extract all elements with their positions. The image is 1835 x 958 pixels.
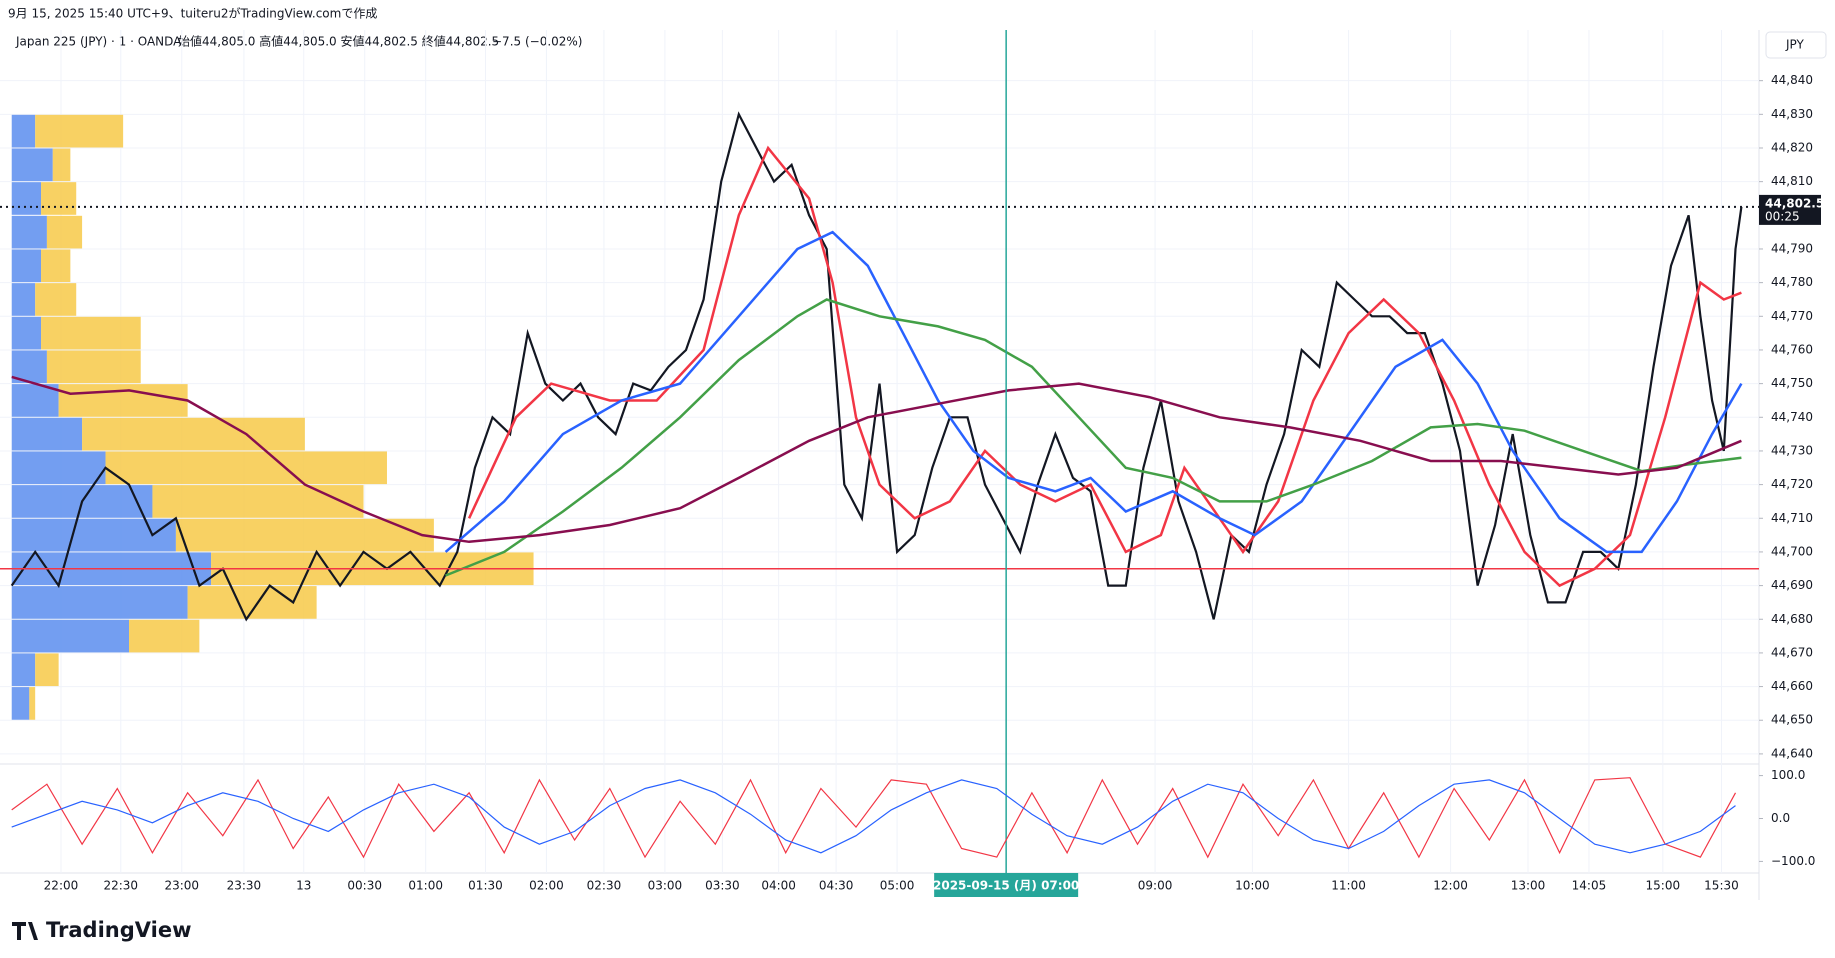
x-tick-label: 04:00 [761, 879, 796, 893]
x-tick-label: 23:00 [164, 879, 199, 893]
volume-down [11, 148, 53, 182]
y-tick-label: 44,840 [1771, 73, 1813, 87]
y-tick-label: 44,790 [1771, 241, 1813, 255]
y-tick-label: 100.0 [1771, 768, 1805, 782]
x-tick-label: 00:30 [347, 879, 382, 893]
x-tick-label: 13 [296, 879, 311, 893]
y-tick-label: 44,780 [1771, 275, 1813, 289]
y-tick-label: 44,700 [1771, 544, 1813, 558]
volume-up [52, 148, 71, 182]
x-tick-label: 15:00 [1646, 879, 1681, 893]
crosshair-label: 2025-09-15 (月) 07:00 [933, 879, 1079, 893]
x-tick-label: 13:00 [1511, 879, 1546, 893]
currency-box[interactable] [1765, 31, 1827, 59]
volume-up [105, 451, 387, 485]
x-tick-label: 02:00 [529, 879, 564, 893]
y-tick-label: 44,810 [1771, 174, 1813, 188]
volume-down [11, 283, 36, 316]
volume-down [11, 653, 36, 687]
series-line [467, 145, 1742, 588]
brand-name: TradingView [46, 918, 191, 942]
x-tick-label: 04:30 [819, 879, 854, 893]
x-tick-label: 22:00 [44, 879, 79, 893]
volume-up [58, 384, 188, 417]
series-line [11, 779, 1736, 854]
y-tick-label: 44,820 [1771, 140, 1813, 154]
x-tick-label: 15:30 [1704, 879, 1739, 893]
y-tick-label: 44,680 [1771, 612, 1813, 626]
y-tick-label: 44,710 [1771, 511, 1813, 525]
y-tick-label: −100.0 [1771, 854, 1815, 868]
created-note: 9月 15, 2025 15:40 UTC+9、tuiteru2がTrading… [8, 6, 377, 21]
volume-up [46, 215, 83, 249]
volume-up [35, 283, 77, 316]
volume-up [41, 316, 141, 350]
y-tick-label: 44,660 [1771, 679, 1813, 693]
x-tick-label: 10:00 [1235, 879, 1270, 893]
x-tick-label: 03:00 [648, 879, 683, 893]
x-tick-label: 03:30 [705, 879, 740, 893]
volume-down [11, 586, 188, 619]
volume-up [152, 485, 364, 518]
x-tick-label: 02:30 [587, 879, 622, 893]
x-tick-label: 14:05 [1572, 879, 1607, 893]
y-tick-label: 0.0 [1771, 811, 1790, 825]
x-tick-label: 01:00 [408, 879, 443, 893]
countdown-label: 00:25 [1765, 209, 1800, 223]
volume-down [11, 249, 42, 283]
y-tick-label: 44,770 [1771, 309, 1813, 323]
volume-up [175, 518, 434, 552]
y-tick-label: 44,740 [1771, 410, 1813, 424]
volume-down [11, 316, 42, 350]
y-tick-label: 44,730 [1771, 443, 1813, 457]
volume-up [41, 182, 77, 215]
series-line [11, 375, 1742, 544]
volume-up [41, 249, 71, 283]
x-tick-label: 23:30 [227, 879, 262, 893]
y-tick-label: 44,830 [1771, 107, 1813, 121]
y-tick-label: 44,690 [1771, 578, 1813, 592]
volume-down [11, 417, 83, 451]
volume-up [82, 417, 305, 451]
change-legend: −7.5 (−0.02%) [492, 35, 583, 49]
volume-down [11, 182, 42, 215]
series-line [444, 230, 1743, 554]
volume-up [46, 350, 141, 384]
x-tick-label: 12:00 [1433, 879, 1468, 893]
y-tick-label: 44,750 [1771, 376, 1813, 390]
last-price-label: 44,802.5 [1765, 196, 1824, 210]
crosshair-box [934, 873, 1079, 897]
volume-up [187, 586, 317, 619]
volume-up [35, 653, 59, 687]
last-price-box [1759, 194, 1821, 225]
volume-down [11, 114, 36, 148]
volume-down [11, 619, 129, 653]
y-tick-label: 44,640 [1771, 746, 1813, 760]
x-tick-label: 11:00 [1331, 879, 1366, 893]
x-tick-label: 05:00 [880, 879, 915, 893]
x-tick-label: 22:30 [103, 879, 138, 893]
symbol-legend: Japan 225 (JPY) · 1 · OANDA [15, 35, 182, 49]
brand: TradingView [12, 918, 191, 942]
x-tick-label: 09:00 [1138, 879, 1173, 893]
y-tick-label: 44,650 [1771, 713, 1813, 727]
ohlc-legend: 始値44,805.0 高値44,805.0 安値44,802.5 終値44,80… [178, 34, 499, 49]
series-line [11, 777, 1737, 859]
series-line [445, 298, 1742, 577]
volume-down [11, 384, 59, 417]
currency: JPY [1785, 38, 1805, 52]
y-tick-label: 44,760 [1771, 342, 1813, 356]
volume-down [11, 451, 106, 485]
y-tick-label: 44,720 [1771, 477, 1813, 491]
x-tick-label: 01:30 [468, 879, 503, 893]
volume-up [29, 687, 36, 720]
volume-down [11, 687, 30, 720]
volume-up [128, 619, 200, 653]
volume-down [11, 215, 47, 249]
volume-up [35, 114, 124, 148]
y-tick-label: 44,670 [1771, 645, 1813, 659]
